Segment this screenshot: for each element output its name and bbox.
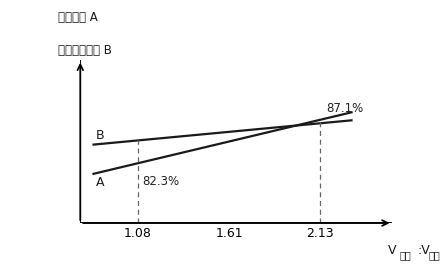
Text: 82.3%: 82.3% <box>143 175 180 188</box>
Text: :V: :V <box>417 244 430 257</box>
Text: 滤液: 滤液 <box>428 251 440 261</box>
Text: B: B <box>96 129 104 142</box>
Text: 有关物质含量 B: 有关物质含量 B <box>58 44 112 57</box>
Text: 精制收率 A: 精制收率 A <box>58 11 98 24</box>
Text: V: V <box>388 244 396 257</box>
Text: A: A <box>96 176 104 189</box>
Text: 87.1%: 87.1% <box>326 102 364 115</box>
Text: 乙醇: 乙醇 <box>399 251 411 261</box>
